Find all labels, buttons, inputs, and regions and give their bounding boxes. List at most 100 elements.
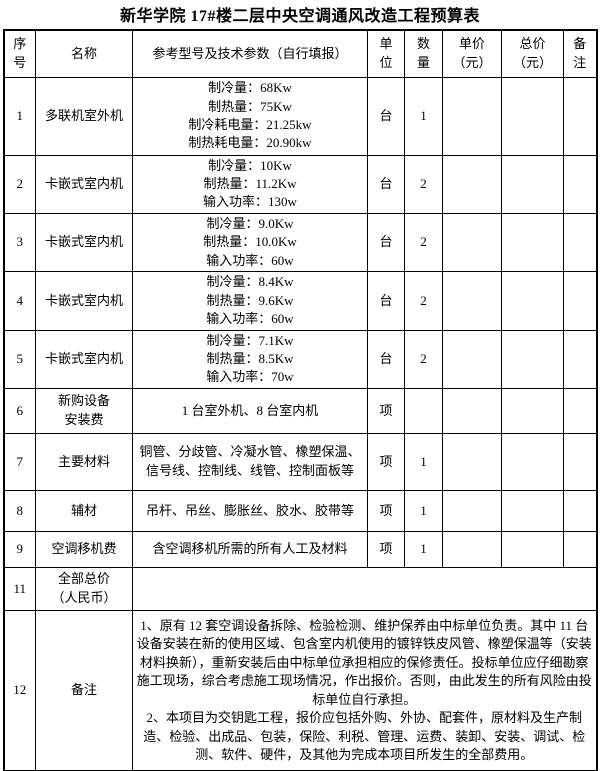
- cell-name: 主要材料: [35, 432, 133, 491]
- cell-remark: [563, 432, 597, 491]
- cell-no: 9: [3, 530, 36, 568]
- cell-name: 辅材: [35, 489, 133, 532]
- cell-unit: 台: [367, 329, 405, 389]
- table-row: 9 空调移机费 含空调移机所需的所有人工及材料 项 1: [3, 530, 597, 568]
- total-price-value-cell: [132, 566, 597, 611]
- cell-unit-price: [442, 76, 502, 156]
- cell-unit-price: [442, 530, 502, 568]
- cell-qty: 1: [404, 489, 443, 532]
- cell-spec: 制冷量：9.0Kw 制热量：10.0Kw 输入功率：60w: [132, 212, 368, 273]
- cell-name: 空调移机费: [35, 530, 133, 568]
- cell-total-price: [501, 76, 564, 156]
- table-row: 2 卡嵌式室内机 制冷量：10Kw 制热量：11.2Kw 输入功率：130w 台…: [3, 154, 597, 214]
- cell-remark: [563, 329, 597, 389]
- budget-table: 序 号 名称 参考型号及技术参数（自行填报） 单 位 数 量 单价 （元） 总价…: [2, 29, 598, 771]
- cell-remark: [563, 212, 597, 273]
- header-unit: 单 位: [367, 29, 405, 78]
- cell-unit: 项: [367, 530, 405, 568]
- cell-spec: 制冷量：68Kw 制热量：75Kw 制冷耗电量：21.25kw 制热耗电量：20…: [132, 76, 368, 156]
- cell-no: 7: [3, 432, 36, 491]
- header-name: 名称: [35, 29, 133, 78]
- cell-unit-price: [442, 154, 502, 214]
- cell-qty: [404, 387, 443, 434]
- cell-name: 新购设备 安装费: [35, 387, 133, 434]
- cell-spec: 制冷量：10Kw 制热量：11.2Kw 输入功率：130w: [132, 154, 368, 214]
- header-total-price: 总价 （元）: [501, 29, 564, 78]
- cell-unit-price: [442, 387, 502, 434]
- table-row: 6 新购设备 安装费 1 台室外机、8 台室内机 项: [3, 387, 597, 434]
- table-row: 8 辅材 吊杆、吊丝、膨胀丝、胶水、胶带等 项 1: [3, 489, 597, 532]
- page-title: 新华学院 17#楼二层中央空调通风改造工程预算表: [119, 8, 480, 25]
- cell-remark: [563, 154, 597, 214]
- cell-no: 1: [3, 76, 36, 156]
- cell-remark: [563, 489, 597, 532]
- cell-spec: 1 台室外机、8 台室内机: [132, 387, 368, 434]
- cell-qty: 2: [404, 154, 443, 214]
- cell-spec: 铜管、分歧管、冷凝水管、橡塑保温、信号线、控制线、线管、控制面板等: [132, 432, 368, 491]
- cell-name: 卡嵌式室内机: [35, 271, 133, 331]
- table-row: 1 多联机室外机 制冷量：68Kw 制热量：75Kw 制冷耗电量：21.25kw…: [3, 76, 597, 156]
- cell-remark: [563, 271, 597, 331]
- cell-name: 多联机室外机: [35, 76, 133, 156]
- cell-unit: 项: [367, 432, 405, 491]
- cell-qty: 1: [404, 76, 443, 156]
- cell-spec: 制冷量：7.1Kw 制热量：8.5Kw 输入功率：70w: [132, 329, 368, 389]
- cell-unit: 台: [367, 76, 405, 156]
- cell-unit: 项: [367, 489, 405, 532]
- cell-name: 卡嵌式室内机: [35, 154, 133, 214]
- cell-unit: 台: [367, 154, 405, 214]
- cell-total-price: [501, 154, 564, 214]
- cell-total-price: [501, 530, 564, 568]
- cell-no: 5: [3, 329, 36, 389]
- cell-unit: 台: [367, 271, 405, 331]
- cell-remark: [563, 76, 597, 156]
- cell-no: 3: [3, 212, 36, 273]
- cell-unit-price: [442, 212, 502, 273]
- cell-unit-price: [442, 329, 502, 389]
- cell-total-price: [501, 432, 564, 491]
- cell-total-price: [501, 489, 564, 532]
- cell-qty: 1: [404, 432, 443, 491]
- cell-no: 4: [3, 271, 36, 331]
- cell-total-price: [501, 329, 564, 389]
- header-no: 序 号: [3, 29, 36, 78]
- cell-qty: 2: [404, 329, 443, 389]
- header-qty: 数 量: [404, 29, 443, 78]
- cell-spec: 含空调移机所需的所有人工及材料: [132, 530, 368, 568]
- cell-unit-price: [442, 432, 502, 491]
- cell-no: 11: [3, 566, 36, 611]
- cell-spec: 制冷量：8.4Kw 制热量：9.6Kw 输入功率：60w: [132, 271, 368, 331]
- total-price-row: 11 全部总价 （人民币）: [3, 566, 597, 611]
- header-remark: 备 注: [563, 29, 597, 78]
- cell-unit: 台: [367, 212, 405, 273]
- cell-no: 12: [3, 609, 36, 771]
- header-unit-price: 单价 （元）: [442, 29, 502, 78]
- cell-unit-price: [442, 271, 502, 331]
- notes-row: 12 备注 1、原有 12 套空调设备拆除、检验检测、维护保养由中标单位负责。其…: [3, 609, 597, 771]
- table-row: 7 主要材料 铜管、分歧管、冷凝水管、橡塑保温、信号线、控制线、线管、控制面板等…: [3, 432, 597, 491]
- table-row: 3 卡嵌式室内机 制冷量：9.0Kw 制热量：10.0Kw 输入功率：60w 台…: [3, 212, 597, 273]
- cell-no: 6: [3, 387, 36, 434]
- cell-remark: [563, 387, 597, 434]
- cell-total-price: [501, 212, 564, 273]
- cell-remark: [563, 530, 597, 568]
- cell-name: 备注: [35, 609, 133, 771]
- cell-spec: 吊杆、吊丝、膨胀丝、胶水、胶带等: [132, 489, 368, 532]
- cell-total-price: [501, 387, 564, 434]
- table-row: 5 卡嵌式室内机 制冷量：7.1Kw 制热量：8.5Kw 输入功率：70w 台 …: [3, 329, 597, 389]
- header-row: 序 号 名称 参考型号及技术参数（自行填报） 单 位 数 量 单价 （元） 总价…: [3, 29, 597, 78]
- notes-text-cell: 1、原有 12 套空调设备拆除、检验检测、维护保养由中标单位负责。其中 11 台…: [132, 609, 597, 771]
- cell-qty: 1: [404, 530, 443, 568]
- cell-total-price: [501, 271, 564, 331]
- table-row: 4 卡嵌式室内机 制冷量：8.4Kw 制热量：9.6Kw 输入功率：60w 台 …: [3, 271, 597, 331]
- header-spec: 参考型号及技术参数（自行填报）: [132, 29, 368, 78]
- cell-name: 卡嵌式室内机: [35, 212, 133, 273]
- cell-name: 全部总价 （人民币）: [35, 566, 133, 611]
- cell-name: 卡嵌式室内机: [35, 329, 133, 389]
- cell-qty: 2: [404, 271, 443, 331]
- cell-unit: 项: [367, 387, 405, 434]
- cell-no: 8: [3, 489, 36, 532]
- cell-unit-price: [442, 489, 502, 532]
- cell-qty: 2: [404, 212, 443, 273]
